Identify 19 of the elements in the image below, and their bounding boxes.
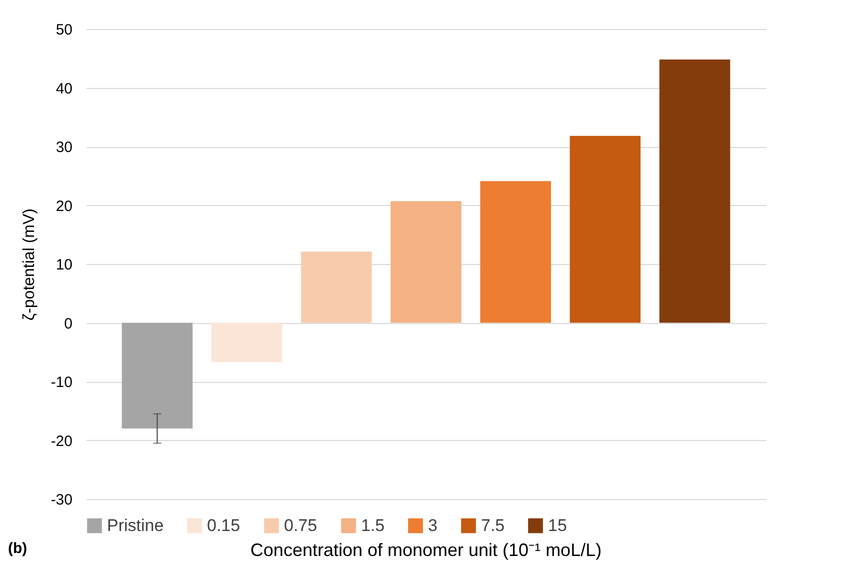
- y-tick-label: -30: [50, 492, 72, 508]
- legend-label: 3: [428, 516, 438, 535]
- legend-label: Pristine: [107, 516, 164, 535]
- y-tick-label: 10: [56, 256, 72, 274]
- y-axis-title: ζ-potential (mV): [20, 208, 38, 320]
- legend-label: 0.75: [284, 516, 318, 535]
- y-tick-label: 40: [56, 80, 72, 98]
- y-tick-label: 20: [56, 198, 72, 215]
- x-axis-title: Concentration of monomer unit (10⁻¹ moL/L): [250, 540, 602, 560]
- legend-label: 15: [548, 516, 567, 535]
- legend-label: 1.5: [361, 516, 385, 535]
- y-tick-label: 30: [56, 139, 72, 156]
- y-tick-label: -10: [50, 374, 72, 391]
- text: (b): [8, 540, 28, 557]
- y-tick-label: -20: [50, 432, 72, 450]
- y-tick-label: 50: [56, 22, 72, 38]
- legend-label: 0.15: [207, 516, 240, 535]
- legend-label: 7.5: [481, 516, 505, 535]
- y-tick-label: 0: [64, 315, 72, 332]
